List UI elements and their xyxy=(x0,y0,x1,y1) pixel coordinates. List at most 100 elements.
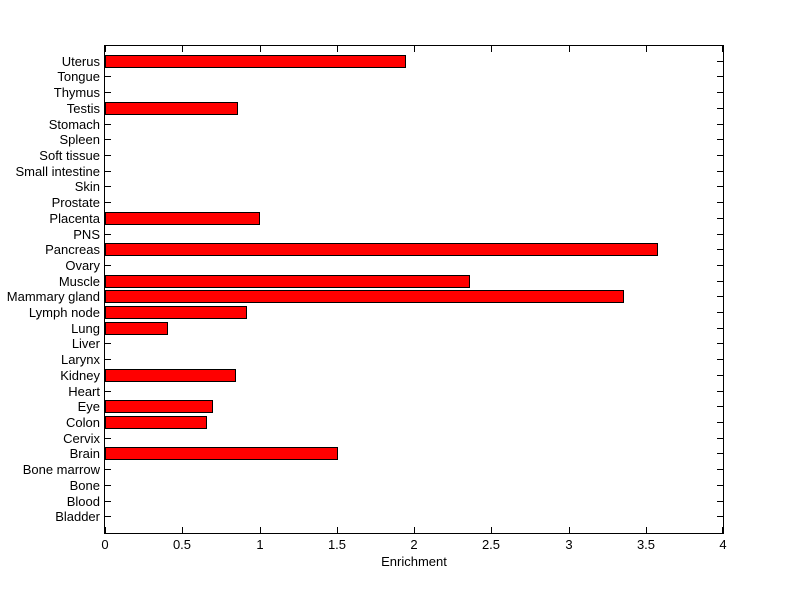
y-tick-label: Placenta xyxy=(49,211,100,226)
y-axis-tick-right xyxy=(717,375,723,376)
y-tick-label: Larynx xyxy=(60,352,100,367)
y-tick-label: Heart xyxy=(68,384,100,399)
y-axis-tick-right xyxy=(717,438,723,439)
x-axis-tick-top xyxy=(182,46,183,52)
x-tick-label: 0.5 xyxy=(172,537,192,552)
bar xyxy=(105,306,247,319)
y-tick-label: Blood xyxy=(66,494,100,509)
y-axis-tick-right xyxy=(717,391,723,392)
y-tick-label: Lymph node xyxy=(28,305,100,320)
y-axis-tick-right xyxy=(717,422,723,423)
bar xyxy=(105,212,260,225)
y-tick-label: Skin xyxy=(74,179,100,194)
x-axis-tick-bottom xyxy=(182,527,183,533)
y-axis-tick-right xyxy=(717,61,723,62)
y-tick-label: Uterus xyxy=(61,54,100,69)
y-axis-tick-left xyxy=(105,469,111,470)
y-axis-tick-right xyxy=(717,249,723,250)
x-axis-tick-bottom xyxy=(260,527,261,533)
x-axis-tick-bottom xyxy=(414,527,415,533)
x-axis-tick-top xyxy=(569,46,570,52)
y-axis-tick-left xyxy=(105,92,111,93)
y-tick-label: Mammary gland xyxy=(6,289,100,304)
y-axis-tick-right xyxy=(717,139,723,140)
x-tick-label: 3.5 xyxy=(636,537,656,552)
bar xyxy=(105,243,658,256)
y-tick-label: Cervix xyxy=(63,431,100,446)
x-tick-label: 2 xyxy=(410,537,418,552)
x-axis-tick-top xyxy=(414,46,415,52)
y-tick-label: PNS xyxy=(73,227,100,242)
y-axis-tick-left xyxy=(105,202,111,203)
y-axis-tick-left xyxy=(105,438,111,439)
x-axis-tick-bottom xyxy=(337,527,338,533)
x-axis-tick-top xyxy=(491,46,492,52)
x-axis-tick-bottom xyxy=(491,527,492,533)
y-axis-tick-right xyxy=(717,406,723,407)
y-axis-tick-right xyxy=(717,202,723,203)
y-axis-tick-left xyxy=(105,516,111,517)
y-axis-tick-right xyxy=(717,343,723,344)
y-tick-label: Brain xyxy=(69,446,100,461)
x-tick-label: 1 xyxy=(256,537,264,552)
y-axis-tick-left xyxy=(105,155,111,156)
y-tick-label: Prostate xyxy=(51,195,100,210)
y-tick-label: Stomach xyxy=(48,117,100,132)
bar xyxy=(105,400,213,413)
x-axis-tick-top xyxy=(646,46,647,52)
x-axis-tick-bottom xyxy=(569,527,570,533)
y-axis-tick-right xyxy=(717,501,723,502)
y-axis-tick-right xyxy=(717,469,723,470)
y-axis-tick-right xyxy=(717,516,723,517)
y-tick-label: Thymus xyxy=(53,85,100,100)
bar xyxy=(105,290,624,303)
bar xyxy=(105,102,238,115)
x-axis-tick-top xyxy=(337,46,338,52)
y-tick-label: Small intestine xyxy=(15,164,100,179)
x-tick-label: 4 xyxy=(719,537,727,552)
bar xyxy=(105,447,338,460)
bar xyxy=(105,416,207,429)
y-tick-label: Lung xyxy=(71,321,100,336)
bar xyxy=(105,322,168,335)
y-axis-tick-left xyxy=(105,76,111,77)
y-tick-label: Eye xyxy=(77,399,100,414)
y-axis-tick-left xyxy=(105,343,111,344)
y-axis-tick-right xyxy=(717,171,723,172)
y-axis-tick-right xyxy=(717,124,723,125)
y-tick-label: Ovary xyxy=(65,258,100,273)
y-tick-label: Bone xyxy=(69,478,100,493)
y-axis-tick-right xyxy=(717,155,723,156)
y-axis-tick-right xyxy=(717,92,723,93)
x-tick-label: 3 xyxy=(565,537,573,552)
y-tick-label: Spleen xyxy=(59,132,100,147)
y-axis-tick-right xyxy=(717,453,723,454)
y-axis-tick-right xyxy=(717,296,723,297)
y-axis-tick-right xyxy=(717,218,723,219)
y-tick-label: Pancreas xyxy=(45,242,100,257)
x-axis-tick-top xyxy=(722,46,723,52)
y-axis-tick-right xyxy=(717,281,723,282)
x-axis-title: Enrichment xyxy=(381,554,447,569)
bar xyxy=(105,275,470,288)
y-axis-tick-left xyxy=(105,359,111,360)
y-axis-tick-left xyxy=(105,265,111,266)
y-axis-tick-left xyxy=(105,124,111,125)
y-axis-tick-left xyxy=(105,234,111,235)
y-axis-tick-right xyxy=(717,76,723,77)
y-tick-label: Bladder xyxy=(55,509,100,524)
y-axis-tick-left xyxy=(105,171,111,172)
y-axis-tick-right xyxy=(717,265,723,266)
y-tick-label: Tongue xyxy=(57,69,100,84)
y-axis-tick-left xyxy=(105,501,111,502)
x-axis-tick-bottom xyxy=(105,527,106,533)
x-tick-label: 0 xyxy=(101,537,109,552)
y-axis-tick-right xyxy=(717,328,723,329)
y-axis-tick-right xyxy=(717,359,723,360)
y-tick-label: Muscle xyxy=(58,274,100,289)
y-tick-label: Kidney xyxy=(60,368,100,383)
y-axis-tick-right xyxy=(717,234,723,235)
bar xyxy=(105,369,236,382)
y-axis-tick-left xyxy=(105,139,111,140)
